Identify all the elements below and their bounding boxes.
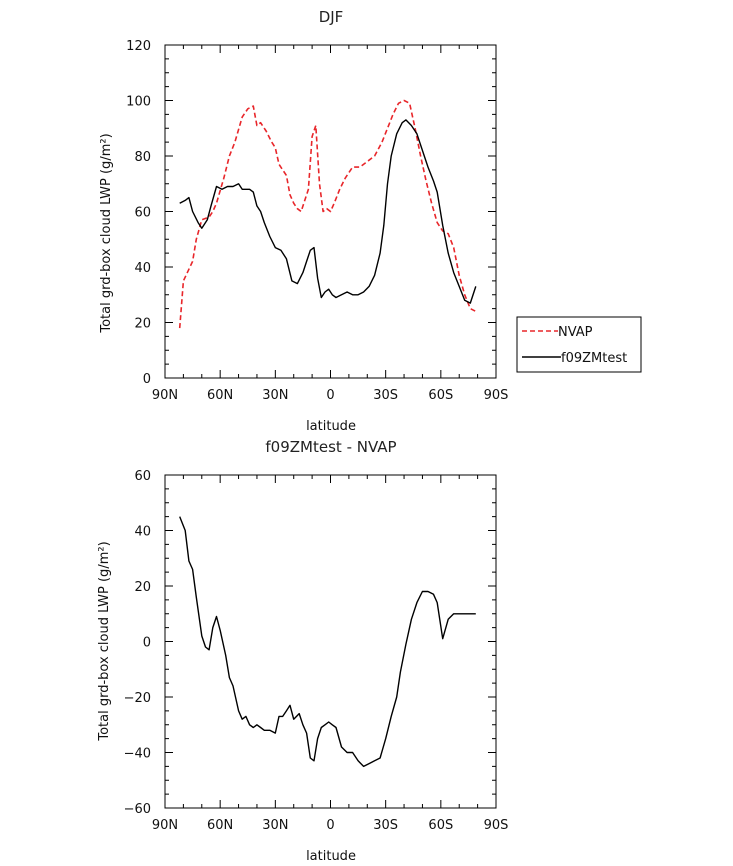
y-tick-label: 40 xyxy=(134,525,151,540)
series-line-nvap xyxy=(178,99,477,329)
x-ticks: 90N 60N 30N 0 30S 60S 90S xyxy=(152,475,509,833)
y-tick-label: 20 xyxy=(134,317,151,332)
x-tick-label: 30S xyxy=(373,818,398,833)
x-tick-label: 0 xyxy=(326,388,334,403)
chart-title: DJF xyxy=(319,8,344,26)
panel-djf: DJF 90N 60N 30N 0 30S 60S 90S 020406080100120 … xyxy=(99,8,642,434)
y-tick-label: 100 xyxy=(126,95,151,110)
y-tick-label: 0 xyxy=(143,636,151,651)
x-tick-label: 60N xyxy=(207,388,233,403)
y-tick-label: 120 xyxy=(126,39,151,54)
legend: NVAP f09ZMtest xyxy=(516,316,642,373)
y-tick-label: 60 xyxy=(134,206,151,221)
y-tick-label: −60 xyxy=(124,802,151,817)
panel-difference: f09ZMtest - NVAP 90N 60N 30N 0 30S 60S 90S −60… xyxy=(97,438,508,864)
x-tick-label: 60N xyxy=(207,818,233,833)
x-tick-label: 30S xyxy=(373,388,398,403)
y-tick-label: −20 xyxy=(124,691,151,706)
y-axis-label: Total grd-box cloud LWP (g/m²) xyxy=(97,541,112,741)
series-group xyxy=(179,516,476,768)
legend-label-nvap: NVAP xyxy=(558,325,593,340)
y-axis-label: Total grd-box cloud LWP (g/m²) xyxy=(99,133,114,333)
chart-title: f09ZMtest - NVAP xyxy=(265,438,396,456)
y-tick-label: 20 xyxy=(134,580,151,595)
y-tick-label: 40 xyxy=(134,261,151,276)
y-tick-label: −40 xyxy=(124,747,151,762)
x-tick-label: 90N xyxy=(152,388,178,403)
legend-label-f09zmtest: f09ZMtest xyxy=(561,351,627,366)
x-tick-label: 90S xyxy=(484,818,509,833)
x-ticks: 90N 60N 30N 0 30S 60S 90S xyxy=(152,45,509,403)
y-tick-label: 60 xyxy=(134,469,151,484)
x-tick-label: 30N xyxy=(262,388,288,403)
y-tick-label: 80 xyxy=(134,150,151,165)
x-tick-label: 60S xyxy=(428,388,453,403)
x-axis-label: latitude xyxy=(306,419,356,434)
y-tick-label: 0 xyxy=(143,372,151,387)
y-ticks: 0 20 40 60 80 100 120 xyxy=(126,39,496,387)
series-line-difference xyxy=(179,516,476,768)
x-tick-label: 30N xyxy=(262,818,288,833)
x-tick-label: 0 xyxy=(326,818,334,833)
x-tick-label: 90S xyxy=(484,388,509,403)
legend-box xyxy=(516,316,642,373)
y-ticks: −60 −40 −20 0 20 40 60 xyxy=(124,469,496,817)
series-line-f09zmtest xyxy=(179,119,477,304)
x-axis-label: latitude xyxy=(306,849,356,864)
plot-frame xyxy=(164,474,497,809)
series-group xyxy=(178,99,477,329)
x-tick-label: 60S xyxy=(428,818,453,833)
x-tick-label: 90N xyxy=(152,818,178,833)
